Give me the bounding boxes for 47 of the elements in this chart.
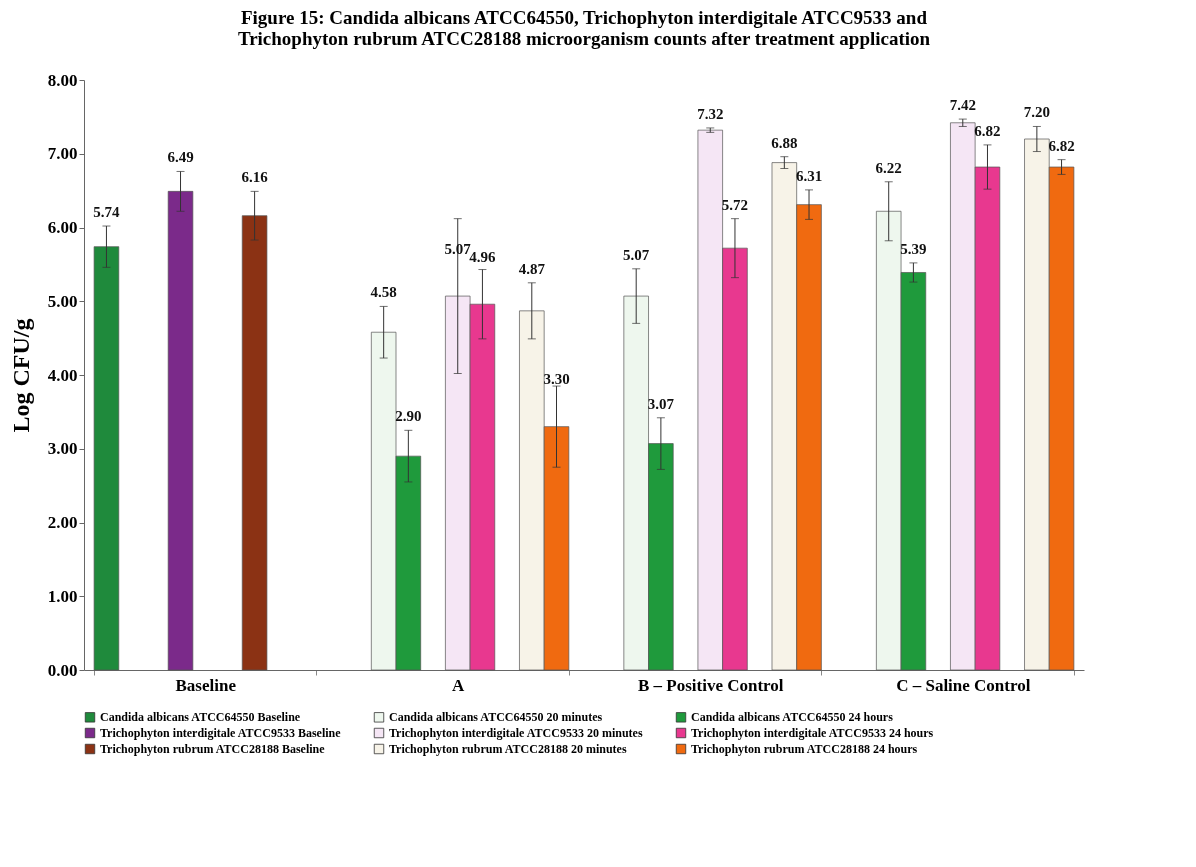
y-tick-label: 5.00 [47, 291, 78, 311]
data-label: 6.82 [1048, 137, 1075, 154]
y-tick-label: 2.00 [47, 513, 78, 532]
data-label: 6.88 [771, 134, 798, 151]
data-label: 6.22 [875, 159, 902, 176]
legend-label: Trichophyton rubrum ATCC28188 Baseline [100, 742, 326, 756]
y-tick-label: 0.00 [47, 660, 78, 680]
x-tick-label: A [452, 675, 466, 695]
y-tick-label: 7.00 [47, 144, 78, 164]
y-tick-label: 8.00 [47, 70, 78, 90]
legend-label: Trichophyton interdigitale ATCC9533 20 minutes [389, 726, 643, 740]
y-axis-title: Log CFU/g [7, 318, 34, 433]
x-tick-label: B – Positive Control [637, 675, 784, 695]
legend-label: Trichophyton interdigitale ATCC9533 Baseline [100, 726, 342, 740]
data-label: 3.07 [647, 395, 675, 412]
y-tick-label: 1.00 [47, 586, 78, 606]
data-label: 6.49 [167, 149, 194, 166]
data-label: 2.90 [395, 408, 422, 425]
y-tick-label: 6.00 [47, 218, 78, 237]
x-tick-label: C – Saline Control [896, 675, 1031, 695]
legend-label: Candida albicans ATCC64550 Baseline [100, 710, 301, 725]
data-label: 5.07 [623, 246, 650, 263]
y-tick-label: 4.00 [47, 365, 78, 385]
data-label: 6.82 [974, 122, 1001, 139]
bar [167, 191, 194, 671]
data-label: 4.58 [370, 284, 397, 301]
data-label: 5.39 [900, 240, 927, 257]
bar [93, 246, 120, 671]
data-label: 7.20 [1023, 104, 1050, 121]
bar [241, 215, 268, 671]
legend-label: Candida albicans ATCC64550 24 hours [691, 710, 894, 725]
data-label: 5.72 [721, 196, 749, 213]
data-label: 5.74 [93, 204, 121, 221]
data-label: 4.87 [518, 260, 546, 277]
data-label: 4.96 [469, 249, 497, 266]
data-label: 7.42 [949, 97, 976, 114]
legend-label: Candida albicans ATCC64550 20 minutes [389, 710, 603, 725]
chart-title: Figure 15: Candida albicans ATCC64550, Trichophyton interdigitale ATCC9533 and Trichophyton rubrum ATCC28188 microorganism counts after treatment application [237, 7, 931, 49]
legend-label: Trichophyton rubrum ATCC28188 24 hours [691, 742, 918, 756]
y-tick-label: 3.00 [47, 439, 78, 459]
x-tick-label: Baseline [175, 675, 237, 695]
legend-label: Trichophyton interdigitale ATCC9533 24 hours [691, 726, 934, 740]
data-label: 3.30 [543, 371, 570, 388]
legend-label: Trichophyton rubrum ATCC28188 20 minutes [389, 742, 627, 756]
data-label: 6.16 [241, 169, 269, 186]
data-label: 7.32 [697, 105, 724, 122]
data-label: 6.31 [795, 167, 823, 184]
